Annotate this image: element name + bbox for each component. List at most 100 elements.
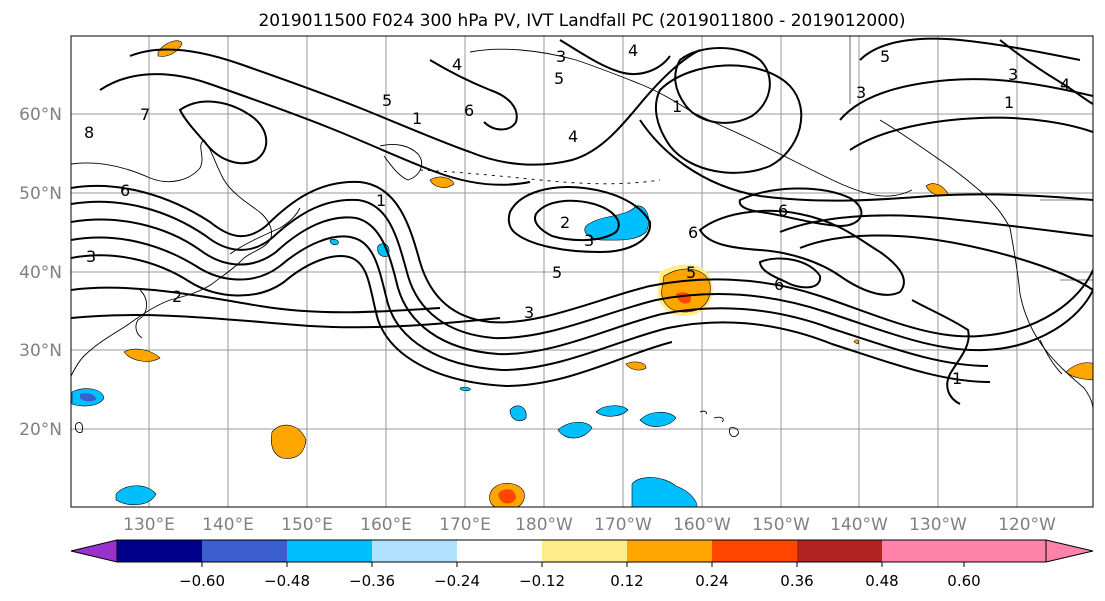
coastline-baja [1039,339,1063,375]
lon-label: 120°W [998,515,1056,535]
map-frame [70,35,1094,508]
longitude-labels: 130°E 140°E 150°E 160°E 170°E 180°W 170°… [123,515,1056,535]
pv-contour [429,59,518,131]
colorbar-segment [882,540,964,562]
pv-contour [71,198,1093,352]
contour-label: 6 [778,201,788,220]
colorbar-tick-label: −0.12 [519,572,565,590]
lon-label: 160°W [673,515,731,535]
contour-label: 5 [382,91,392,110]
contour-label: 6 [120,181,130,200]
pv-contour [559,39,671,75]
shade-positive [1065,362,1093,381]
lon-label: 150°W [752,515,810,535]
contour-label: 2 [560,213,570,232]
pv-contour [738,187,863,228]
coastline-kamchatka [379,143,422,181]
colorbar-tick-label: 0.12 [610,572,643,590]
colorbar-tick-label: −0.24 [434,572,480,590]
contour-label: 4 [1060,75,1070,94]
colorbar-tick-label: −0.60 [179,572,225,590]
colorbar-tick-label: 0.36 [780,572,813,590]
contour-label: 7 [140,105,150,124]
shade-negative [80,393,96,402]
shade-negative [509,405,527,422]
pv-contour [779,214,1093,237]
contour-label: 1 [412,109,422,128]
colorbar-outline-tip [1045,539,1094,563]
contour-label: 4 [452,55,462,74]
lon-label: 140°W [830,515,888,535]
lat-label: 50°N [19,184,62,204]
colorbar-segment [287,540,372,562]
colorbar-segment [797,540,882,562]
coastline-hawaii [699,410,739,437]
contour-label: 4 [628,41,638,60]
contour-label: 3 [556,47,566,66]
shade-negative [115,485,157,506]
pv-contour [674,47,771,124]
colorbar-tick-label: −0.36 [349,572,395,590]
colorbar-segment [542,540,627,562]
lon-label: 170°E [439,515,491,535]
contour-label: 6 [774,275,784,294]
pv-contour [698,209,905,296]
contour-label: 3 [524,303,534,322]
colorbar-segment [117,540,202,562]
colorbar-tick-label: 0.24 [695,572,728,590]
pv-contour [911,299,970,405]
shade-positive [271,424,307,459]
contour-label: 3 [86,247,96,266]
latitude-labels: 60°N 50°N 40°N 30°N 20°N [19,105,62,440]
lon-label: 150°E [281,515,333,535]
lon-label: 130°E [123,515,175,535]
lon-label: 130°W [909,515,967,535]
contour-label: 6 [688,223,698,242]
shade-negative [329,238,339,246]
shade-negative [584,205,649,241]
colorbar-segment [372,540,457,562]
coastline-aleutians [419,169,661,185]
pv-contour [859,37,1081,61]
contour-label: 5 [880,47,890,66]
shade-negative [631,477,698,507]
shade-positive [625,361,647,371]
colorbar-segment [627,540,712,562]
lat-label: 30°N [19,341,62,361]
lon-label: 140°E [202,515,254,535]
contour-label: 1 [952,369,962,388]
shade-positive [925,183,949,196]
shade-positive [853,339,859,345]
colorbar-tick-label: −0.48 [264,572,310,590]
pv-contour [129,48,701,166]
colorbar: −0.60 −0.48 −0.36 −0.24 −0.12 0.12 0.24 … [70,539,1094,590]
shade-positive [123,348,161,362]
pv-contour [71,254,673,388]
colorbar-tick-label: 0.48 [865,572,898,590]
contour-label: 6 [464,101,474,120]
lon-label: 180°W [515,515,573,535]
pv-contour [849,116,1093,151]
contour-label: 1 [376,191,386,210]
pv-contour [71,314,501,329]
colorbar-segment [457,540,542,562]
shade-positive [498,489,516,504]
colorbar-extend-low [70,539,118,563]
contour-label: 1 [672,97,682,116]
colorbar-outline [116,539,1047,563]
colorbar-segment [712,540,797,562]
pv-contours [71,37,1093,405]
colorbar-segment [202,540,287,562]
pv-contour [534,199,620,242]
coastline-japan [229,207,301,255]
pv-contour [71,235,991,383]
pv-contour [71,286,441,314]
contour-label: 5 [552,263,562,282]
pv-contour [758,257,822,289]
coastline-canada [879,119,1011,229]
pv-contour [99,73,531,186]
shade-negative [459,386,471,392]
colorbar-tick-labels: −0.60 −0.48 −0.36 −0.24 −0.12 0.12 0.24 … [179,572,981,590]
pv-contour [999,39,1093,105]
